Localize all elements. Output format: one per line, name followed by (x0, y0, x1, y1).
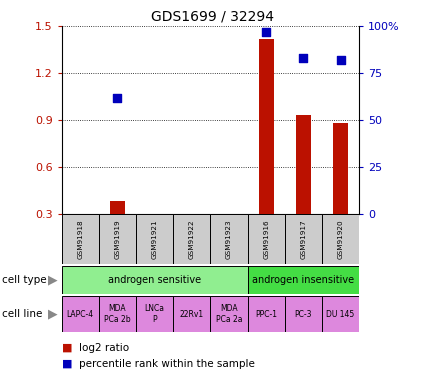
Bar (247, 214, 285, 264)
Bar (210, 214, 247, 264)
Text: GSM91917: GSM91917 (300, 219, 306, 259)
Text: ▶: ▶ (48, 274, 57, 287)
Bar (285, 296, 322, 332)
Bar (136, 296, 173, 332)
Bar (285, 214, 322, 264)
Point (263, 29, 269, 35)
Text: log2 ratio: log2 ratio (79, 343, 129, 353)
Bar (99, 296, 136, 332)
Text: 22Rv1: 22Rv1 (180, 310, 204, 318)
Text: GSM91923: GSM91923 (226, 219, 232, 259)
Bar (322, 214, 359, 264)
Bar (333, 123, 348, 214)
Text: cell type: cell type (2, 275, 47, 285)
Text: ■: ■ (62, 359, 72, 369)
Bar (259, 39, 274, 214)
Text: GSM91918: GSM91918 (77, 219, 83, 259)
Text: androgen sensitive: androgen sensitive (108, 275, 201, 285)
Bar (62, 214, 99, 264)
Bar (99, 214, 136, 264)
Point (337, 57, 344, 63)
Bar (136, 214, 173, 264)
Text: GSM91922: GSM91922 (189, 219, 195, 259)
Text: MDA
PCa 2b: MDA PCa 2b (104, 304, 131, 324)
Text: MDA
PCa 2a: MDA PCa 2a (216, 304, 242, 324)
Text: PC-3: PC-3 (295, 310, 312, 318)
Bar (210, 296, 247, 332)
Bar (247, 296, 285, 332)
Text: GDS1699 / 32294: GDS1699 / 32294 (151, 9, 274, 23)
Bar (173, 214, 210, 264)
Text: PPC-1: PPC-1 (255, 310, 277, 318)
Bar (62, 266, 247, 294)
Point (300, 55, 307, 61)
Text: percentile rank within the sample: percentile rank within the sample (79, 359, 255, 369)
Bar (322, 296, 359, 332)
Bar (173, 296, 210, 332)
Text: ■: ■ (62, 343, 72, 353)
Point (114, 94, 121, 100)
Bar (247, 266, 359, 294)
Text: ▶: ▶ (48, 308, 57, 321)
Bar (62, 296, 99, 332)
Bar (296, 116, 311, 214)
Text: LNCa
P: LNCa P (144, 304, 164, 324)
Text: LAPC-4: LAPC-4 (67, 310, 94, 318)
Text: GSM91921: GSM91921 (152, 219, 158, 259)
Text: GSM91920: GSM91920 (337, 219, 343, 259)
Text: androgen insensitive: androgen insensitive (252, 275, 354, 285)
Text: DU 145: DU 145 (326, 310, 354, 318)
Text: cell line: cell line (2, 309, 42, 319)
Bar (110, 201, 125, 214)
Text: GSM91916: GSM91916 (263, 219, 269, 259)
Text: GSM91919: GSM91919 (114, 219, 120, 259)
